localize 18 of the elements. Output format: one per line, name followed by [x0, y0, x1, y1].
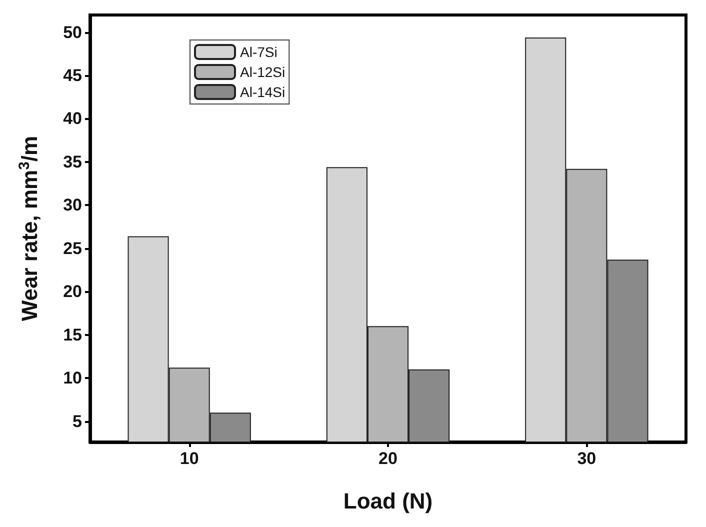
y-tick-label: 30: [63, 196, 82, 215]
legend-label: Al-7Si: [240, 44, 278, 60]
y-tick-label: 35: [63, 152, 82, 172]
y-tick-label: 5: [72, 412, 82, 431]
x-tick-label: 10: [180, 449, 199, 468]
y-tick-label: 50: [63, 22, 82, 42]
y-tick-label: 25: [63, 238, 82, 258]
y-tick-label: 15: [63, 325, 82, 344]
y-tick-label: 45: [63, 66, 82, 86]
y-tick-label: 10: [63, 368, 82, 388]
x-axis-title: Load (N): [343, 488, 433, 514]
y-axis-title: Wear rate, mm3/m: [16, 136, 42, 322]
x-tick-label: 30: [577, 449, 596, 468]
x-tick-label: 20: [378, 449, 398, 468]
legend-label: Al-14Si: [240, 84, 286, 100]
y-tick-label: 40: [63, 109, 82, 128]
y-tick-label: 20: [63, 282, 82, 302]
legend-label: Al-12Si: [240, 64, 286, 80]
